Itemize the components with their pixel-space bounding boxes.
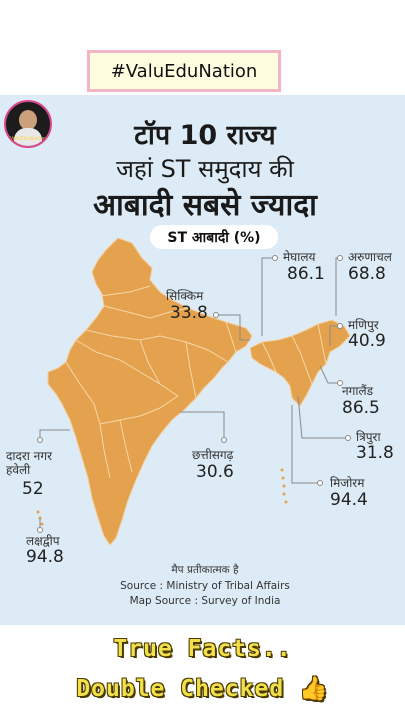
state-value-mizoram: 94.4 (330, 490, 368, 510)
state-label-lakshadweep: लक्षद्वीप (26, 534, 60, 548)
title-line-2: जहां ST समुदाय की (116, 155, 294, 183)
state-label-tripura: त्रिपुरा (356, 430, 381, 444)
footer-line-2: Double Checked 👍 (76, 676, 329, 702)
note-source: Source : Ministry of Tribal Affairs (120, 580, 290, 592)
state-value-dadra-nagar-haveli: 52 (22, 479, 44, 499)
india-map (36, 237, 351, 546)
state-label-manipur: मणिपुर (348, 318, 379, 332)
state-value-manipur: 40.9 (348, 331, 386, 351)
state-label-mizoram: मिजोरम (330, 476, 365, 490)
state-label-chhattisgarh: छत्तीसगढ़ (192, 448, 234, 462)
state-value-chhattisgarh: 30.6 (196, 462, 234, 482)
state-value-lakshadweep: 94.8 (26, 547, 64, 567)
legend-pill: ST आबादी (%) (150, 225, 278, 249)
state-label-dadra-nagar-haveli: दादरा नगर हवेली (6, 449, 53, 477)
state-borders (65, 285, 327, 479)
state-value-nagaland: 86.5 (342, 398, 380, 418)
title-line-3: आबादी सबसे ज्यादा (93, 188, 317, 223)
state-value-tripura: 31.8 (356, 443, 394, 463)
state-value-meghalaya: 86.1 (287, 264, 325, 284)
state-label-arunachal: अरुणाचल (348, 250, 392, 264)
state-value-arunachal: 68.8 (348, 264, 386, 284)
bottom-band (0, 625, 405, 720)
state-label-meghalaya: मेघालय (283, 250, 316, 264)
state-label-sikkim: सिक्किम (166, 289, 204, 303)
state-label-nagaland: नगालैंड (342, 384, 374, 398)
india-mainland-shape (47, 237, 253, 546)
northeast-shape (249, 319, 351, 407)
note-symbolic: मैप प्रतीकात्मक है (171, 564, 239, 576)
note-map-source: Map Source : Survey of India (129, 595, 281, 607)
andaman-islands (280, 468, 288, 504)
footer-line-1: True Facts.. (113, 636, 292, 662)
hashtag-banner: #ValuEduNation (87, 50, 281, 92)
logo-text: ValuEduNation (9, 136, 47, 142)
title-line-1: टॉप 10 राज्य (134, 120, 276, 151)
state-value-sikkim: 33.8 (170, 303, 208, 323)
channel-logo: ValuEduNation (4, 100, 52, 148)
